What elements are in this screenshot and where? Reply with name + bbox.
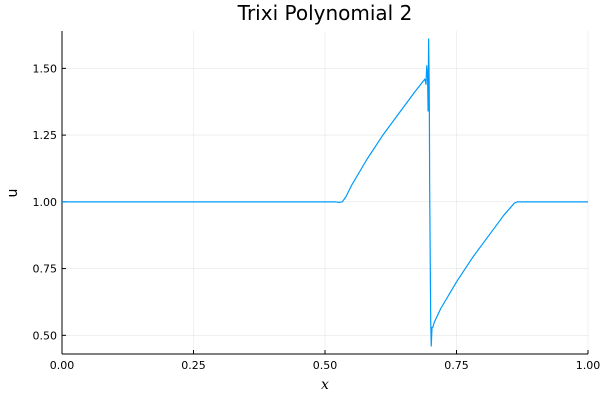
chart-title: Trixi Polynomial 2 xyxy=(237,1,413,25)
y-tick-label: 1.25 xyxy=(33,129,58,142)
y-tick-label: 1.00 xyxy=(33,196,58,209)
series-line xyxy=(62,38,588,347)
x-tick-label: 0.00 xyxy=(50,359,75,372)
y-tick-label: 0.50 xyxy=(33,329,58,342)
x-axis-label: x xyxy=(321,377,329,393)
grid-lines xyxy=(61,31,589,354)
y-tick-label: 0.75 xyxy=(33,263,58,276)
x-tick-label: 0.25 xyxy=(181,359,206,372)
y-axis-label: u xyxy=(5,189,21,198)
x-tick-label: 0.50 xyxy=(313,359,338,372)
x-tick-label: 0.75 xyxy=(444,359,469,372)
y-axis-ticks: 0.50 0.75 1.00 1.25 1.50 xyxy=(33,62,66,342)
y-tick-label: 1.50 xyxy=(33,62,58,75)
x-axis-ticks: 0.00 0.25 0.50 0.75 1.00 xyxy=(50,350,600,372)
series-layer xyxy=(62,38,588,347)
x-tick-label: 1.00 xyxy=(576,359,600,372)
